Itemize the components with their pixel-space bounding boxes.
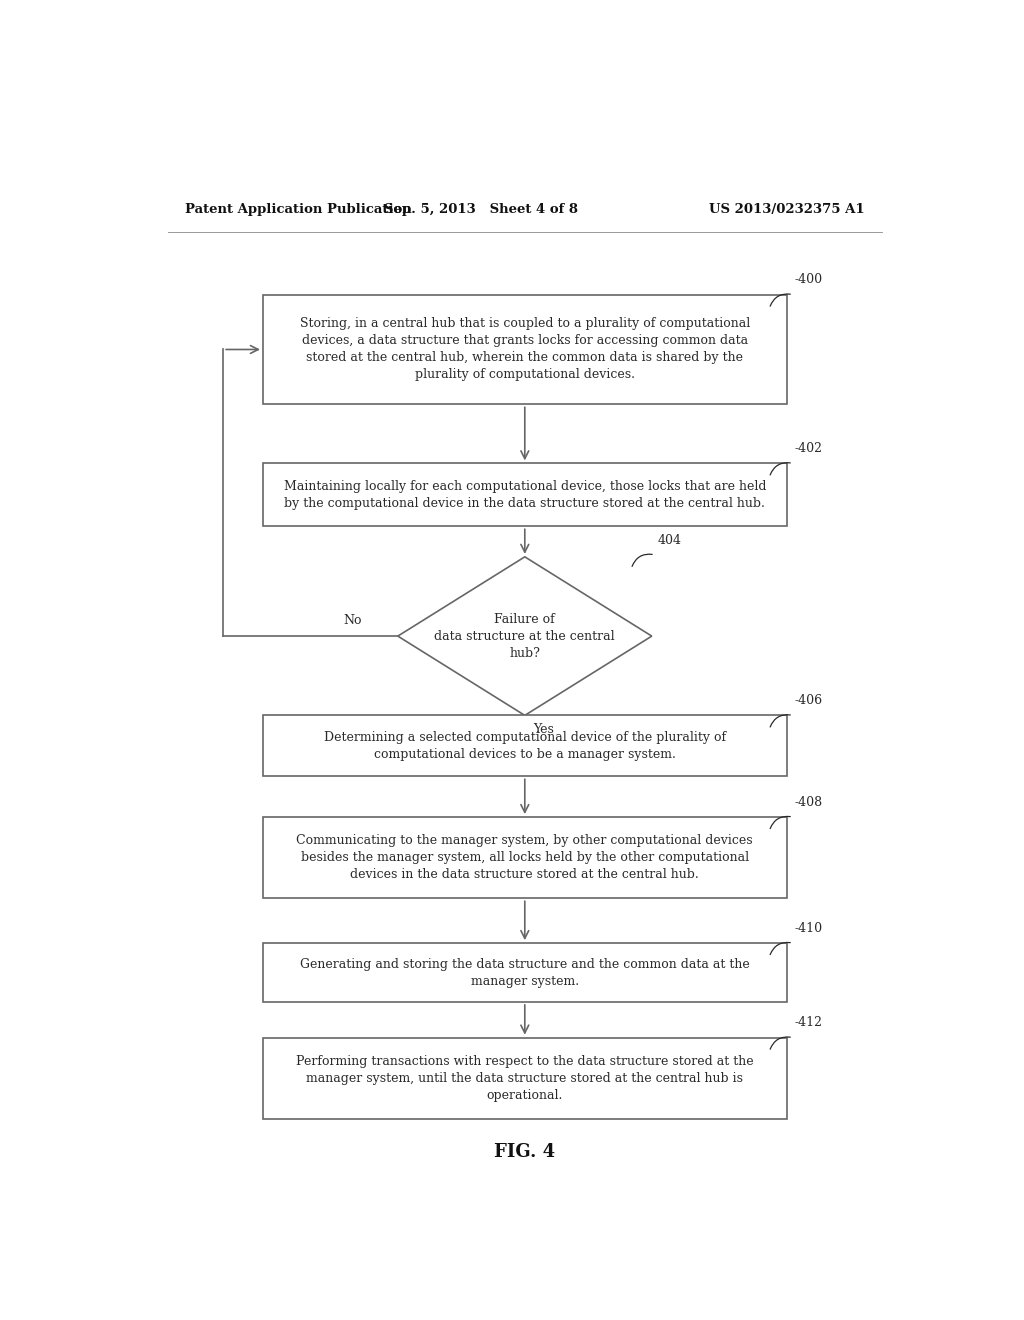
Text: -402: -402 [795, 442, 822, 455]
Text: US 2013/0232375 A1: US 2013/0232375 A1 [709, 203, 864, 215]
Text: -400: -400 [795, 273, 822, 286]
Bar [263, 942, 786, 1002]
Bar [263, 817, 786, 899]
Text: Patent Application Publication: Patent Application Publication [185, 203, 412, 215]
Text: -412: -412 [795, 1016, 822, 1030]
Bar [263, 715, 786, 776]
Text: FIG. 4: FIG. 4 [495, 1143, 555, 1162]
Text: Determining a selected computational device of the plurality of
computational de: Determining a selected computational dev… [324, 731, 726, 760]
Bar [263, 463, 786, 527]
Text: Yes: Yes [532, 722, 554, 735]
Text: -410: -410 [795, 921, 822, 935]
Polygon shape [397, 557, 652, 715]
Text: 404: 404 [657, 533, 681, 546]
Text: Performing transactions with respect to the data structure stored at the
manager: Performing transactions with respect to … [296, 1055, 754, 1102]
Text: No: No [344, 614, 362, 627]
Text: Failure of
data structure at the central
hub?: Failure of data structure at the central… [434, 612, 615, 660]
Text: Generating and storing the data structure and the common data at the
manager sys: Generating and storing the data structur… [300, 957, 750, 987]
Bar [263, 1038, 786, 1119]
Text: Communicating to the manager system, by other computational devices
besides the : Communicating to the manager system, by … [297, 834, 753, 882]
Text: Sep. 5, 2013   Sheet 4 of 8: Sep. 5, 2013 Sheet 4 of 8 [384, 203, 579, 215]
Text: Maintaining locally for each computational device, those locks that are held
by : Maintaining locally for each computation… [284, 480, 766, 510]
Text: -406: -406 [795, 694, 822, 708]
Text: Storing, in a central hub that is coupled to a plurality of computational
device: Storing, in a central hub that is couple… [300, 318, 750, 381]
Text: -408: -408 [795, 796, 822, 809]
Bar [263, 294, 786, 404]
